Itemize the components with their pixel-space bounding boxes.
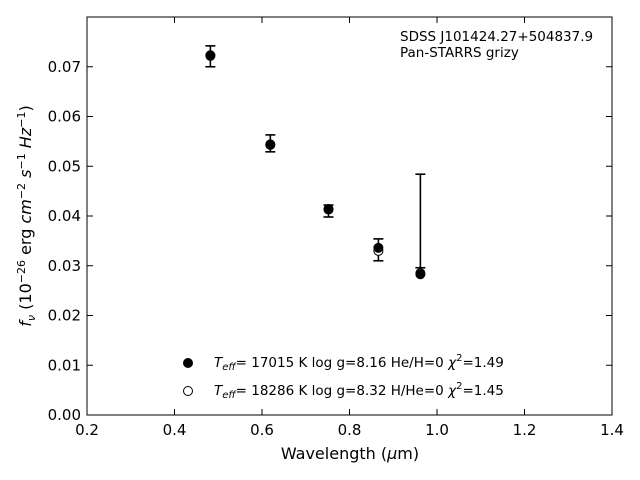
- x-tick-label: 1.0: [425, 421, 449, 439]
- x-tick-label: 0.8: [338, 421, 362, 439]
- point-model-he: [415, 269, 426, 280]
- y-tick-label: 0.04: [48, 207, 81, 225]
- annotation-object-name: SDSS J101424.27+504837.9: [400, 29, 593, 45]
- x-tick-label: 0.6: [250, 421, 274, 439]
- x-axis-label: Wavelength (μm): [281, 444, 419, 463]
- y-tick-label: 0.06: [48, 108, 81, 126]
- point-model-he: [373, 242, 384, 253]
- point-model-he: [205, 50, 216, 61]
- x-tick-label: 1.2: [513, 421, 537, 439]
- legend-entry-1: Teff= 17015 K log g=8.16 He/H=0 χ2=1.49: [214, 353, 504, 373]
- x-tick-label: 0.2: [75, 421, 99, 439]
- y-tick-label: 0.03: [48, 257, 81, 275]
- model-points: [205, 50, 426, 280]
- observed-errorbars: [205, 45, 426, 269]
- y-tick-label: 0.00: [48, 406, 81, 424]
- y-tick-label: 0.01: [48, 356, 81, 374]
- x-tick-label: 1.4: [600, 421, 624, 439]
- x-axis-ticks: 0.2 0.4 0.6 0.8 1.0 1.2 1.4: [75, 17, 624, 439]
- y-tick-label: 0.02: [48, 307, 81, 325]
- y-axis-ticks: 0.00 0.01 0.02 0.03 0.04 0.05 0.06 0.07: [48, 58, 612, 424]
- legend: Teff= 17015 K log g=8.16 He/H=0 χ2=1.49 …: [183, 353, 504, 401]
- errorbar: [415, 173, 426, 269]
- legend-marker-open: [183, 386, 193, 396]
- point-model-he: [323, 204, 334, 215]
- legend-entry-2: Teff= 18286 K log g=8.32 H/He=0 χ2=1.45: [214, 381, 504, 401]
- point-model-he: [265, 139, 276, 150]
- legend-marker-filled: [183, 358, 193, 368]
- y-tick-label: 0.07: [48, 58, 81, 76]
- y-tick-label: 0.05: [48, 157, 81, 175]
- x-tick-label: 0.4: [163, 421, 187, 439]
- annotation-photometry: Pan-STARRS grizy: [400, 45, 519, 61]
- y-axis-label: fν (10−26 erg cm−2 s−1 Hz−1): [15, 105, 38, 326]
